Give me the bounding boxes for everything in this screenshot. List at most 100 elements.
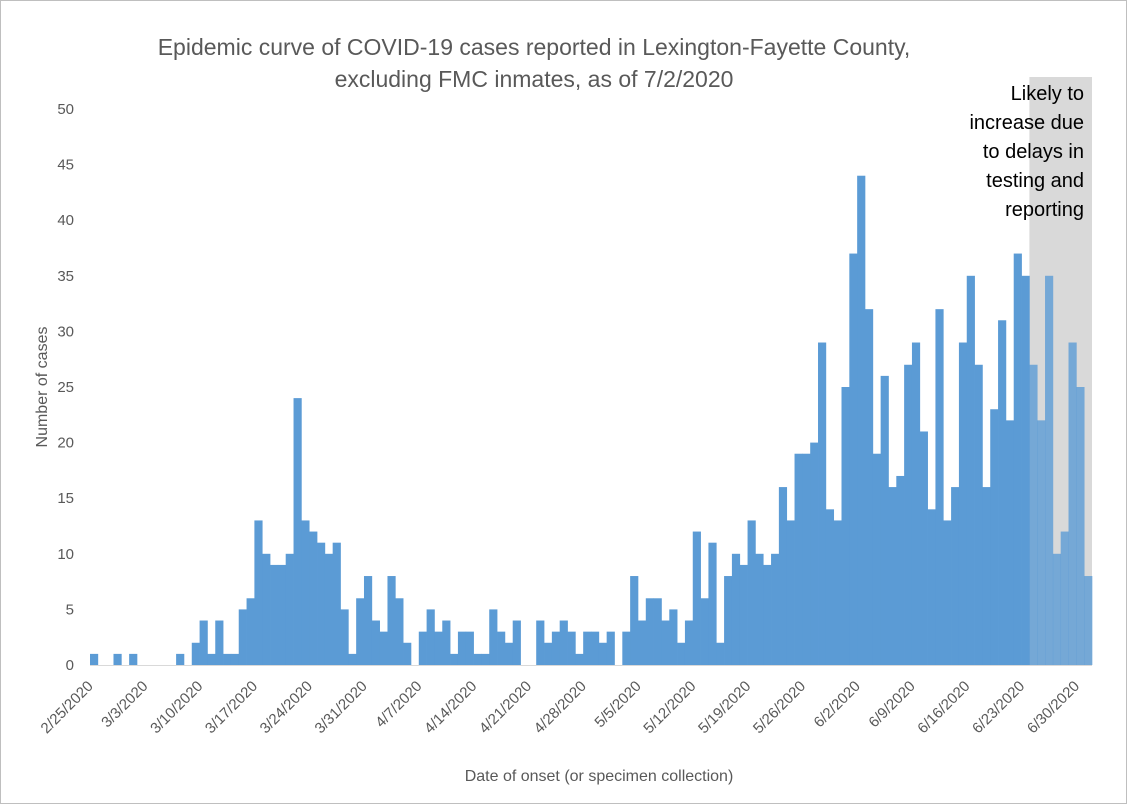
y-tick-label: 15 bbox=[57, 490, 74, 507]
bar bbox=[418, 631, 427, 665]
bar bbox=[332, 542, 341, 665]
bar bbox=[1021, 275, 1030, 665]
bar bbox=[708, 542, 717, 665]
bar bbox=[684, 620, 694, 665]
bar bbox=[677, 642, 686, 665]
chart-title-line: Epidemic curve of COVID-19 cases reporte… bbox=[158, 34, 911, 60]
bar bbox=[958, 342, 968, 665]
bar bbox=[810, 442, 819, 665]
x-tick-label: 3/24/2020 bbox=[257, 678, 316, 737]
bar bbox=[982, 487, 991, 665]
shaded-region-note-line: to delays in bbox=[983, 141, 1084, 163]
y-tick-label: 40 bbox=[57, 212, 74, 229]
bar bbox=[465, 631, 474, 665]
bar bbox=[230, 653, 240, 665]
y-tick-label: 25 bbox=[57, 379, 74, 396]
x-tick-label: 6/2/2020 bbox=[811, 678, 864, 731]
bar bbox=[739, 564, 748, 665]
bar bbox=[403, 642, 412, 665]
bar bbox=[622, 631, 631, 665]
bar bbox=[724, 576, 733, 665]
bar bbox=[293, 398, 302, 665]
bar bbox=[1013, 253, 1022, 665]
bar bbox=[504, 642, 514, 665]
bar bbox=[700, 598, 709, 665]
bar bbox=[990, 409, 999, 665]
bar bbox=[637, 620, 647, 665]
x-tick-label: 5/5/2020 bbox=[591, 678, 644, 731]
bar bbox=[872, 453, 881, 665]
bar bbox=[755, 553, 764, 665]
bar bbox=[747, 520, 756, 665]
x-tick-label: 4/28/2020 bbox=[531, 678, 590, 737]
bar bbox=[512, 620, 521, 665]
bar bbox=[301, 520, 310, 665]
bar bbox=[575, 653, 584, 665]
y-axis-title: Number of cases bbox=[34, 327, 51, 448]
bar bbox=[786, 520, 795, 665]
bar bbox=[340, 609, 349, 665]
bar bbox=[473, 653, 482, 665]
bar bbox=[630, 576, 639, 665]
x-tick-label: 4/14/2020 bbox=[421, 678, 480, 737]
bar bbox=[943, 520, 952, 665]
bar bbox=[778, 487, 788, 665]
x-tick-label: 6/23/2020 bbox=[969, 678, 1028, 737]
bar bbox=[904, 364, 913, 665]
bar bbox=[90, 653, 99, 665]
shaded-region-note-line: Likely to bbox=[1011, 83, 1084, 105]
x-tick-label: 3/17/2020 bbox=[202, 678, 261, 737]
bar bbox=[771, 553, 780, 665]
bar bbox=[1045, 275, 1054, 665]
bar bbox=[1076, 387, 1085, 665]
x-tick-label: 4/21/2020 bbox=[476, 678, 535, 737]
x-tick-label: 5/12/2020 bbox=[640, 678, 699, 737]
chart-title-line: excluding FMC inmates, as of 7/2/2020 bbox=[335, 66, 734, 92]
x-tick-label: 5/19/2020 bbox=[695, 678, 754, 737]
bar bbox=[669, 609, 678, 665]
x-axis-title: Date of onset (or specimen collection) bbox=[465, 768, 734, 785]
bar bbox=[927, 509, 936, 665]
bar bbox=[1037, 420, 1046, 665]
bar bbox=[544, 642, 553, 665]
bar bbox=[191, 642, 200, 665]
bar bbox=[1005, 420, 1015, 665]
bar bbox=[481, 653, 490, 665]
bar bbox=[661, 620, 670, 665]
bar bbox=[309, 531, 318, 665]
bar bbox=[731, 553, 741, 665]
bar bbox=[763, 564, 772, 665]
bar bbox=[998, 320, 1007, 665]
bar bbox=[833, 520, 842, 665]
bar bbox=[1060, 531, 1069, 665]
bar bbox=[1052, 553, 1062, 665]
bar bbox=[254, 520, 263, 665]
bar bbox=[888, 487, 897, 665]
x-tick-label: 6/16/2020 bbox=[914, 678, 973, 737]
shaded-region-note-line: increase due bbox=[969, 112, 1084, 134]
x-tick-label: 5/26/2020 bbox=[750, 678, 809, 737]
bar bbox=[591, 631, 600, 665]
bar bbox=[716, 642, 725, 665]
bar bbox=[919, 431, 928, 665]
y-tick-label: 10 bbox=[57, 546, 74, 563]
bar bbox=[395, 598, 404, 665]
bar bbox=[551, 631, 561, 665]
bar bbox=[857, 175, 866, 665]
bar bbox=[1084, 576, 1093, 665]
bar bbox=[818, 342, 827, 665]
bar bbox=[567, 631, 576, 665]
bar bbox=[489, 609, 498, 665]
bar bbox=[966, 275, 975, 665]
bar bbox=[653, 598, 662, 665]
y-tick-label: 20 bbox=[57, 435, 74, 452]
x-tick-label: 6/9/2020 bbox=[865, 678, 918, 731]
bar bbox=[825, 509, 835, 665]
y-tick-label: 35 bbox=[57, 268, 74, 285]
bar bbox=[802, 453, 811, 665]
bar bbox=[974, 364, 983, 665]
bar bbox=[864, 309, 874, 665]
bar bbox=[645, 598, 654, 665]
bar bbox=[536, 620, 545, 665]
